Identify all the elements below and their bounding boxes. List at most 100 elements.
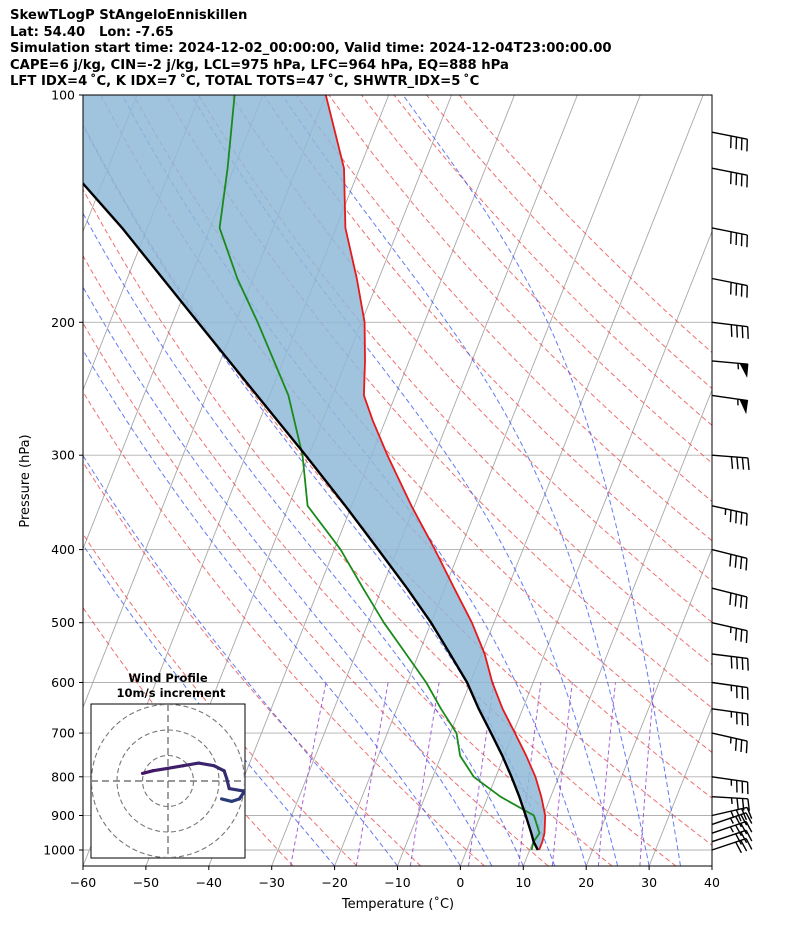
barb-full — [740, 831, 748, 844]
moist-adiabat — [83, 349, 461, 866]
barb-full — [745, 812, 753, 824]
cape-fill — [83, 95, 546, 850]
wind-barb — [711, 167, 748, 188]
y-axis-label: Pressure (hPa) — [18, 434, 33, 527]
barb-half — [730, 797, 733, 804]
dry-adiabat — [83, 123, 712, 846]
barb-full — [736, 798, 739, 811]
dry-adiabat — [83, 461, 422, 866]
y-tick-label: 700 — [51, 726, 75, 741]
wind-barb — [711, 131, 748, 152]
barb-full — [730, 324, 733, 337]
barb-full — [734, 738, 738, 751]
wind-barb — [711, 653, 749, 671]
barb-full — [729, 592, 732, 606]
wind-barb — [711, 227, 748, 248]
barb-shaft — [711, 812, 747, 826]
dry-adiabat — [263, 95, 712, 582]
hodograph-segment — [212, 764, 226, 773]
moist-adiabat — [83, 454, 398, 866]
barb-full — [735, 841, 743, 854]
header-latlon: Lat: 54.40 Lon: -7.65 — [10, 24, 174, 40]
hodograph-ring — [91, 704, 245, 858]
isotherm-line — [0, 95, 74, 866]
barb-shaft — [711, 806, 748, 817]
dry-adiabat — [426, 95, 712, 390]
cape-area — [83, 95, 546, 850]
barb-half — [730, 810, 734, 817]
barb-full — [735, 809, 742, 822]
isotherm-line — [648, 706, 712, 866]
hodograph-segment — [181, 761, 201, 768]
barb-full — [736, 657, 738, 670]
x-tick-label: −50 — [133, 875, 159, 890]
header-indices: LFT IDX=4 ˚C, K IDX=7 ˚C, TOTAL TOTS=47 … — [10, 74, 480, 89]
x-tick-label: 10 — [515, 875, 531, 890]
barb-full — [729, 509, 732, 523]
x-tick-label: −60 — [70, 875, 96, 890]
barb-shaft — [711, 820, 747, 834]
y-tick-label: 800 — [51, 769, 75, 784]
wind-barb — [711, 806, 753, 822]
barb-full — [745, 558, 748, 571]
moist-adiabat — [184, 95, 619, 866]
barb-shaft — [711, 653, 748, 660]
barb-shaft — [711, 454, 748, 459]
barb-full — [746, 807, 753, 819]
mixing-ratio-line — [290, 682, 327, 866]
y-tick-label: 200 — [51, 315, 75, 330]
wind-barb — [711, 454, 750, 471]
barb-full — [741, 808, 748, 821]
dry-adiabat — [132, 95, 712, 754]
barb-shaft — [711, 131, 748, 140]
moist-adiabat — [275, 95, 650, 866]
hodograph-segment — [140, 769, 155, 776]
barb-full — [745, 630, 748, 643]
dry-adiabat — [230, 95, 712, 623]
axes: −60 −50 −40 −30 −20 −10 0 10 20 30 40 100 200 300 400 5… — [43, 88, 720, 891]
mixing-ratio-line — [597, 682, 616, 866]
barb-full — [740, 814, 748, 826]
wind-barb — [711, 277, 748, 298]
barb-full — [736, 457, 739, 470]
barb-shaft — [711, 587, 748, 598]
barb-shaft — [711, 708, 748, 715]
barb-full — [741, 798, 745, 811]
barb-full — [745, 838, 753, 850]
hodograph-plot — [91, 704, 245, 858]
wind-barb — [711, 394, 749, 415]
wind-barb — [711, 622, 748, 643]
wind-barbs — [711, 131, 753, 854]
barb-full — [736, 325, 738, 338]
barb-full — [740, 822, 748, 835]
wind-barb — [711, 732, 748, 754]
mixing-ratio-line — [551, 682, 573, 866]
barb-full — [741, 326, 744, 339]
y-tick-label: 100 — [51, 88, 75, 103]
x-tick-label: −30 — [259, 875, 285, 890]
wind-barb — [711, 776, 749, 795]
barb-shaft — [711, 277, 748, 287]
wind-barb — [711, 360, 749, 378]
mixing-ratio-line — [639, 682, 655, 866]
moist-adiabat — [395, 95, 681, 866]
barb-shaft — [711, 167, 748, 176]
barb-shaft — [711, 732, 748, 742]
barb-full — [734, 628, 738, 641]
wind-barb — [711, 796, 750, 811]
barb-full — [745, 829, 753, 842]
hodograph-segment — [227, 786, 245, 793]
barb-half — [729, 826, 734, 833]
x-tick-label: 40 — [704, 875, 720, 890]
wind-barb — [711, 681, 749, 700]
header-station: SkewTLogP StAngeloEnniskillen — [10, 8, 248, 23]
profiles — [83, 95, 547, 851]
barb-full — [730, 456, 734, 469]
dry-adiabat — [83, 533, 358, 866]
barb-shaft — [711, 796, 748, 800]
header-cape-line: CAPE=6 j/kg, CIN=-2 j/kg, LCL=975 hPa, L… — [10, 57, 509, 73]
barb-full — [740, 512, 743, 525]
barb-full — [740, 629, 743, 642]
y-tick-label: 300 — [51, 448, 75, 463]
x-tick-label: −20 — [321, 875, 347, 890]
